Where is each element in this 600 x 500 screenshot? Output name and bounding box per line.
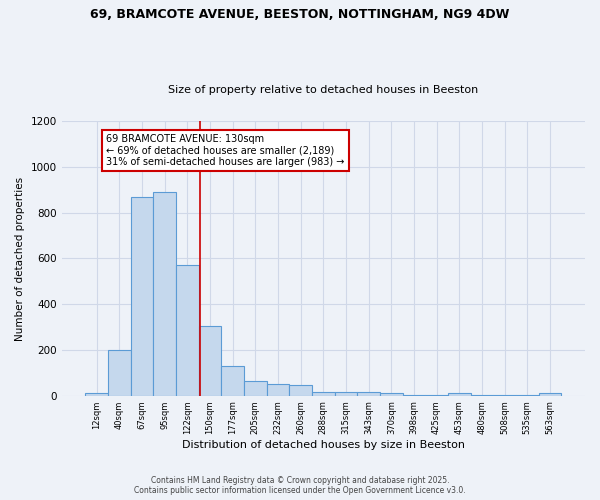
Text: 69, BRAMCOTE AVENUE, BEESTON, NOTTINGHAM, NG9 4DW: 69, BRAMCOTE AVENUE, BEESTON, NOTTINGHAM…: [91, 8, 509, 20]
Bar: [312, 392, 335, 396]
X-axis label: Distribution of detached houses by size in Beeston: Distribution of detached houses by size …: [182, 440, 465, 450]
Bar: [403, 394, 425, 396]
Bar: [266, 384, 289, 396]
Bar: [154, 192, 176, 396]
Bar: [176, 266, 199, 396]
Bar: [539, 394, 561, 396]
Bar: [85, 394, 108, 396]
Bar: [199, 326, 221, 396]
Bar: [358, 392, 380, 396]
Text: Contains HM Land Registry data © Crown copyright and database right 2025.
Contai: Contains HM Land Registry data © Crown c…: [134, 476, 466, 495]
Bar: [131, 196, 154, 396]
Bar: [335, 392, 358, 396]
Text: 69 BRAMCOTE AVENUE: 130sqm
← 69% of detached houses are smaller (2,189)
31% of s: 69 BRAMCOTE AVENUE: 130sqm ← 69% of deta…: [106, 134, 344, 167]
Title: Size of property relative to detached houses in Beeston: Size of property relative to detached ho…: [168, 86, 478, 96]
Bar: [221, 366, 244, 396]
Bar: [448, 394, 470, 396]
Bar: [380, 394, 403, 396]
Bar: [108, 350, 131, 396]
Bar: [289, 386, 312, 396]
Bar: [244, 381, 266, 396]
Y-axis label: Number of detached properties: Number of detached properties: [15, 176, 25, 340]
